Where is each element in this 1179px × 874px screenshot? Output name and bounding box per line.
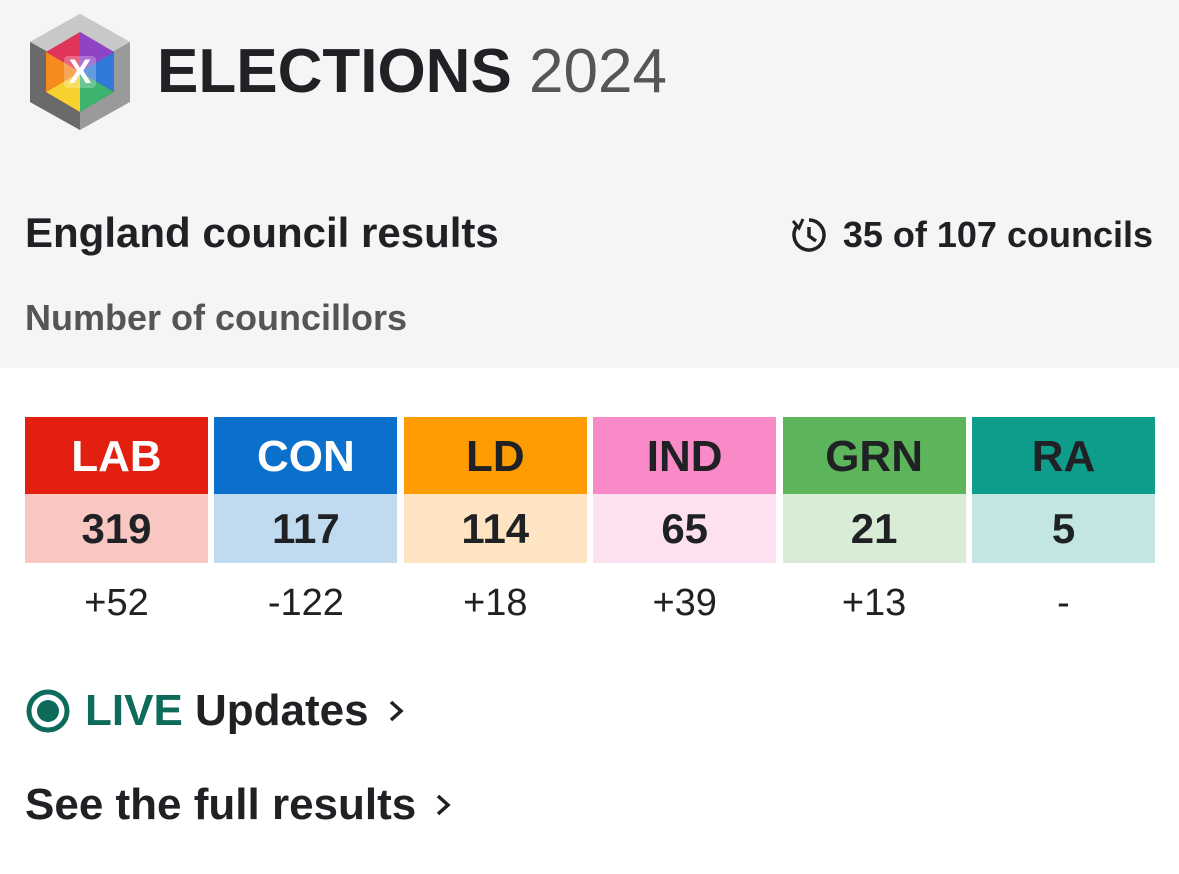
- live-label: LIVE: [85, 686, 183, 735]
- svg-text:X: X: [69, 53, 92, 91]
- full-results-link[interactable]: See the full results: [25, 778, 458, 832]
- header-panel: [0, 0, 1179, 368]
- updates-label: Updates: [195, 686, 369, 735]
- party-change: +13: [841, 582, 907, 624]
- party-card: GRN 21 +13: [782, 417, 966, 643]
- chevron: [389, 700, 404, 722]
- year: 2024: [529, 37, 667, 106]
- party-change: +39: [652, 582, 717, 624]
- chevron: [437, 794, 451, 816]
- party-abbr: LD: [403, 417, 587, 494]
- party-seats: 319: [25, 494, 208, 563]
- party-change: +52: [84, 582, 149, 624]
- party-card: RA 5 -: [972, 417, 1155, 643]
- party-change: -: [1057, 582, 1070, 624]
- party-card: LAB 319 +52: [25, 417, 208, 643]
- title: ELECTIONS: [157, 37, 512, 106]
- progress-text: 35 of 107 councils: [842, 214, 1153, 255]
- full-results-label: See the full results: [25, 780, 417, 829]
- party-abbr: RA: [972, 417, 1155, 494]
- live-icon: [26, 689, 70, 733]
- subtitle: Number of councillors: [25, 297, 408, 338]
- clock-icon: [791, 218, 826, 252]
- party-abbr: GRN: [782, 417, 966, 494]
- party-card: IND 65 +39: [593, 417, 777, 643]
- logo: X: [30, 14, 130, 130]
- party-change: +18: [463, 582, 528, 624]
- party-abbr: LAB: [25, 417, 208, 494]
- party-seats: 21: [782, 494, 966, 563]
- party-abbr: IND: [593, 417, 777, 494]
- party-card: CON 117 -122: [214, 417, 398, 643]
- live-updates-link[interactable]: LIVE Updates: [25, 684, 411, 738]
- party-abbr: CON: [214, 417, 398, 494]
- page-title: ELECTIONS 2024: [157, 36, 667, 108]
- party-card: LD 114 +18: [403, 417, 587, 643]
- progress: 35 of 107 councils: [789, 208, 1153, 262]
- party-seats: 114: [403, 494, 587, 563]
- results-title: England council results: [25, 209, 499, 256]
- party-seats: 5: [972, 494, 1155, 563]
- party-change: -122: [267, 582, 344, 624]
- party-seats: 65: [593, 494, 777, 563]
- party-seats: 117: [214, 494, 398, 563]
